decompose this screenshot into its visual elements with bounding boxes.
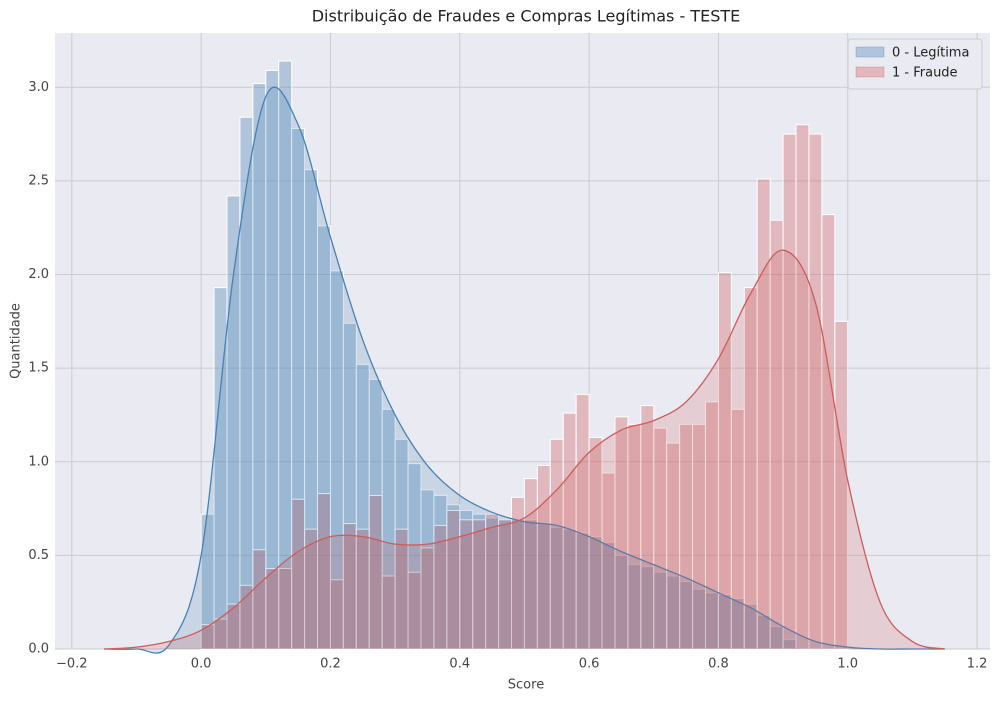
y-tick-label: 1.0 — [28, 454, 49, 469]
kde-line — [104, 86, 945, 654]
y-tick-label: 0.0 — [28, 642, 49, 657]
bar — [368, 494, 383, 650]
legend: 0 - Legítima 1 - Fraude — [847, 38, 983, 90]
x-tick-label: 1.2 — [967, 657, 988, 672]
legend-swatch — [855, 66, 885, 78]
legend-swatch — [855, 46, 885, 58]
x-tick-label: 1.0 — [837, 657, 858, 672]
legend-label: 0 - Legítima — [892, 46, 969, 61]
y-axis-label: Quantidade — [9, 303, 24, 379]
legend-box — [847, 38, 983, 90]
x-tick-label: 0.6 — [579, 657, 600, 672]
kde-area — [104, 87, 945, 654]
y-tick-label: 3.0 — [28, 80, 49, 95]
plot-area — [55, 33, 990, 649]
bar — [834, 320, 849, 650]
y-tick-label: 2.5 — [28, 173, 49, 188]
kde-area — [104, 250, 945, 649]
x-tick-label: 0.8 — [708, 657, 729, 672]
bar — [317, 493, 331, 650]
chart-title: Distribuição de Fraudes e Compras Legíti… — [312, 7, 741, 26]
kde-line — [104, 249, 945, 650]
x-tick-label: 0.4 — [449, 657, 470, 672]
legend-label: 1 - Fraude — [892, 66, 958, 81]
y-tick-label: 0.5 — [28, 548, 49, 563]
x-tick-label: 0.2 — [320, 657, 341, 672]
x-tick-label: −0.2 — [56, 657, 88, 672]
x-axis-label: Score — [508, 678, 544, 693]
y-tick-label: 2.0 — [28, 267, 49, 282]
y-tick-label: 1.5 — [28, 361, 49, 376]
x-tick-label: 0.0 — [191, 657, 212, 672]
